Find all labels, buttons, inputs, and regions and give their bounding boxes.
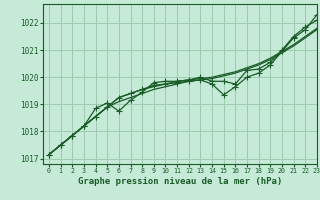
X-axis label: Graphe pression niveau de la mer (hPa): Graphe pression niveau de la mer (hPa): [78, 177, 282, 186]
